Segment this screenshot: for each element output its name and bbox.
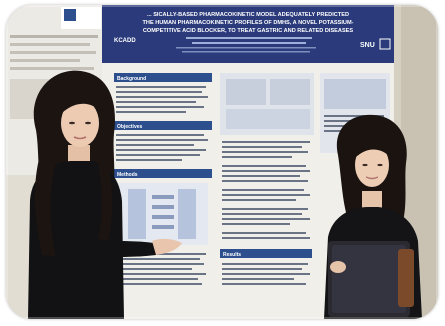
university-seal-icon	[379, 38, 391, 50]
section-background-title: Background	[117, 76, 146, 82]
presenter-right-face	[355, 143, 389, 187]
photo-frame: ... SICALLY-BASED PHARMACOKINETIC MODEL …	[6, 5, 438, 319]
section-methods-title: Methods	[117, 172, 138, 178]
poster-logo-right: SNU	[360, 42, 375, 49]
poster-title-line-2: THE HUMAN PHARMACOKINETIC PROFILES OF DM…	[142, 20, 353, 26]
poster-session-photo: ... SICALLY-BASED PHARMACOKINETIC MODEL …	[6, 5, 438, 319]
presenter-left-top	[28, 161, 124, 319]
presenter-right	[324, 114, 422, 319]
presenter-left-hand	[152, 238, 182, 255]
poster-logo-left: KCADD	[114, 38, 136, 44]
brown-bag	[398, 249, 414, 307]
section-background-header	[114, 73, 212, 82]
section-methods-header	[114, 169, 212, 178]
poster-title-line-3: COMPETITIVE ACID BLOCKER, TO TREAT GASTR…	[143, 28, 354, 34]
section-objectives-title: Objectives	[117, 124, 143, 130]
left-poster-logo	[64, 9, 76, 21]
presenter-left-face	[61, 99, 99, 147]
presenter-left	[28, 70, 182, 319]
main-poster: ... SICALLY-BASED PHARMACOKINETIC MODEL …	[102, 5, 394, 319]
section-results-title: Results	[223, 252, 241, 258]
section-results-header	[220, 249, 312, 258]
poster-title-line-1: ... SICALLY-BASED PHARMACOKINETIC MODEL …	[147, 12, 349, 18]
section-objectives-header	[114, 121, 212, 130]
poster-header	[102, 5, 394, 63]
